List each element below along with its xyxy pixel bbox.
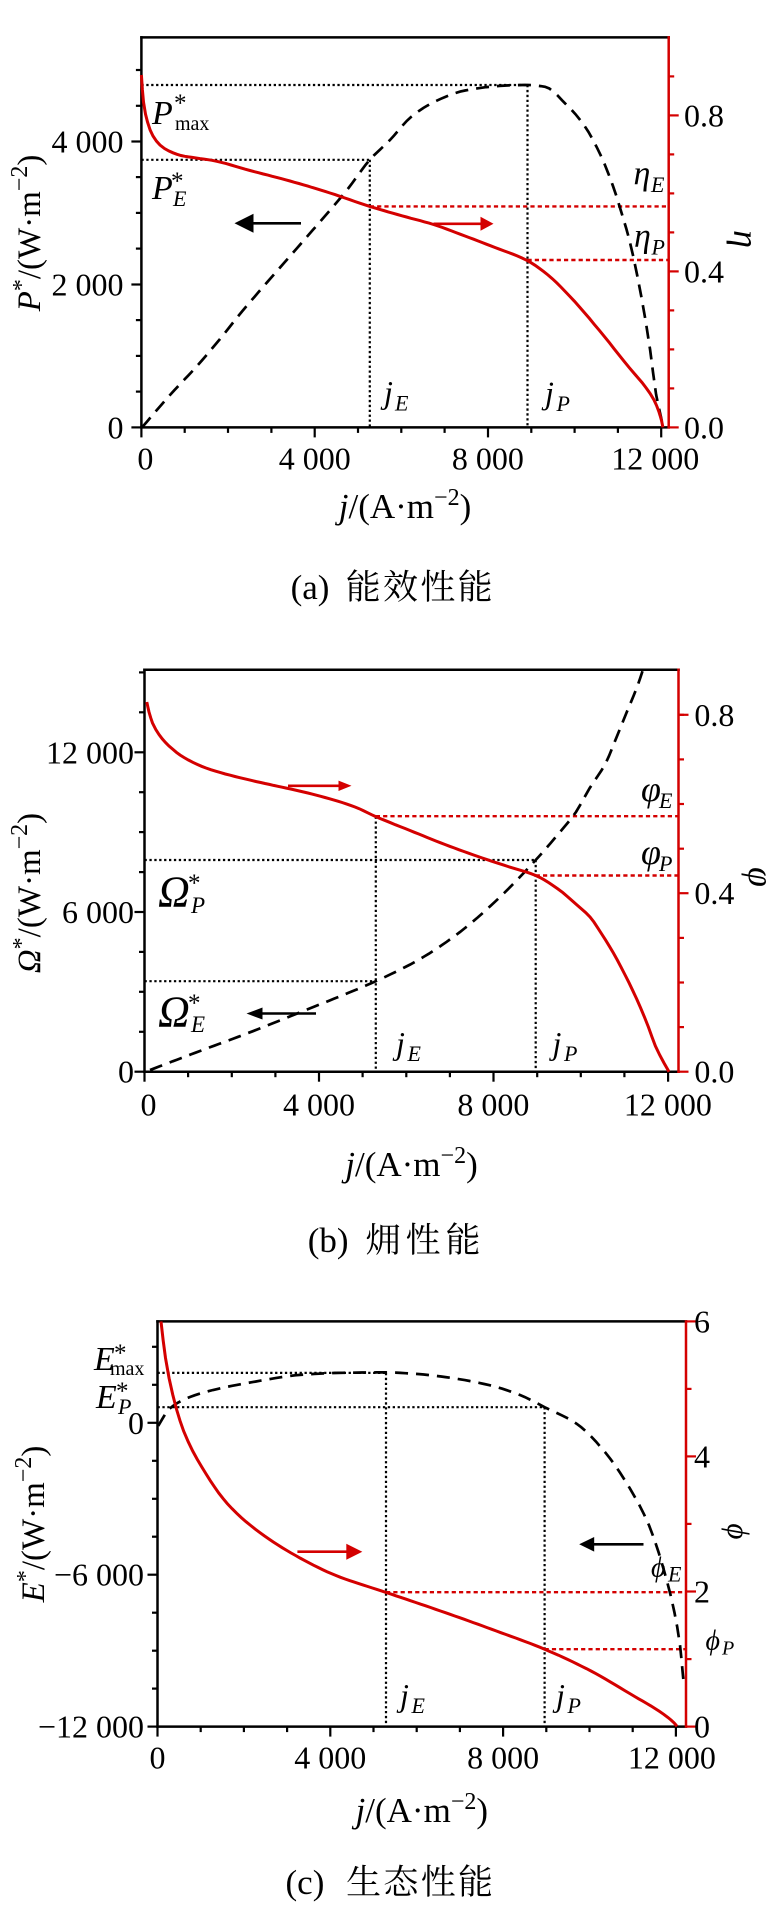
svg-text:j/(A·m−2): j/(A·m−2) [335, 485, 471, 526]
svg-text:P: P [658, 851, 672, 876]
svg-text:η: η [634, 218, 651, 255]
svg-text:η: η [726, 230, 766, 248]
svg-text:6 000: 6 000 [62, 894, 134, 930]
svg-text:ϕ: ϕ [651, 1553, 666, 1584]
svg-text:0.0: 0.0 [684, 409, 724, 445]
svg-text:E: E [95, 1379, 117, 1416]
svg-text:−12 000: −12 000 [38, 1709, 144, 1745]
svg-text:0: 0 [118, 1054, 134, 1090]
svg-text:P: P [151, 95, 173, 132]
svg-text:ϕ: ϕ [706, 1626, 721, 1657]
svg-text:(c): (c) [286, 1863, 325, 1902]
svg-text:j: j [552, 1677, 565, 1713]
svg-text:*: * [171, 168, 184, 195]
svg-text:ϕ: ϕ [721, 1523, 756, 1539]
svg-text:φ: φ [741, 867, 770, 887]
svg-text:8 000: 8 000 [452, 440, 524, 476]
svg-text:4 000: 4 000 [283, 1087, 355, 1123]
svg-text:P: P [651, 235, 665, 260]
svg-text:E: E [667, 1562, 682, 1587]
svg-text:P*/(W·m−2): P*/(W·m−2) [7, 155, 48, 313]
svg-text:P: P [563, 1041, 577, 1066]
svg-text:P: P [190, 893, 205, 918]
svg-text:E: E [411, 1693, 426, 1718]
svg-text:E: E [658, 788, 673, 813]
svg-text:P: P [567, 1693, 581, 1718]
svg-text:4 000: 4 000 [52, 124, 124, 160]
svg-text:E: E [190, 1012, 205, 1037]
svg-text:0: 0 [150, 1740, 166, 1776]
svg-text:E: E [93, 1341, 115, 1378]
svg-text:Ω*/(W·m−2): Ω*/(W·m−2) [7, 813, 48, 973]
svg-text:2 000: 2 000 [52, 267, 124, 303]
svg-text:*: * [174, 90, 187, 117]
svg-text:P: P [117, 1394, 131, 1419]
svg-text:0.0: 0.0 [694, 1054, 734, 1090]
svg-text:P: P [151, 170, 173, 207]
svg-text:0.4: 0.4 [694, 875, 734, 911]
svg-text:P: P [721, 1638, 734, 1660]
svg-text:max: max [175, 113, 209, 135]
svg-text:6: 6 [694, 1303, 710, 1339]
svg-text:*: * [188, 990, 201, 1017]
svg-text:j: j [396, 1677, 409, 1713]
svg-text:8 000: 8 000 [467, 1740, 539, 1776]
svg-text:−6 000: −6 000 [54, 1557, 144, 1593]
svg-text:*: * [116, 1378, 129, 1405]
svg-text:12 000: 12 000 [46, 734, 134, 770]
svg-text:12 000: 12 000 [624, 1087, 712, 1123]
svg-text:8 000: 8 000 [457, 1087, 529, 1123]
svg-text:0: 0 [137, 440, 153, 476]
svg-text:j/(A·m−2): j/(A·m−2) [352, 1789, 488, 1830]
svg-text:4 000: 4 000 [294, 1740, 366, 1776]
svg-text:E: E [407, 1041, 422, 1066]
svg-text:0.8: 0.8 [684, 97, 724, 133]
svg-text:max: max [110, 1358, 144, 1380]
svg-text:0: 0 [694, 1709, 710, 1745]
svg-text:P: P [556, 391, 570, 416]
svg-text:j: j [549, 1025, 562, 1061]
svg-text:(a): (a) [291, 568, 330, 607]
svg-text:4: 4 [694, 1438, 710, 1474]
svg-text:*: * [114, 1340, 127, 1367]
svg-text:E*/(W·m−2): E*/(W·m−2) [11, 1446, 52, 1604]
svg-text:12 000: 12 000 [611, 440, 699, 476]
svg-text:4 000: 4 000 [279, 440, 351, 476]
svg-text:2: 2 [694, 1574, 710, 1610]
svg-text:0: 0 [141, 1087, 157, 1123]
svg-text:E: E [172, 186, 187, 211]
svg-text:Ω: Ω [158, 988, 190, 1037]
svg-text:*: * [188, 870, 201, 897]
svg-text:0: 0 [128, 1405, 144, 1441]
svg-text:(b): (b) [308, 1221, 349, 1260]
svg-text:j: j [380, 374, 393, 410]
svg-text:j: j [541, 375, 554, 411]
svg-text:η: η [634, 156, 651, 193]
svg-text:j: j [392, 1025, 405, 1061]
svg-text:12 000: 12 000 [628, 1740, 716, 1776]
svg-text:φ: φ [641, 832, 661, 872]
svg-text:Ω: Ω [158, 868, 190, 917]
svg-text:0.8: 0.8 [694, 697, 734, 733]
svg-text:0.4: 0.4 [684, 253, 724, 289]
svg-text:φ: φ [641, 769, 661, 809]
svg-text:E: E [394, 391, 409, 416]
svg-text:0: 0 [108, 409, 124, 445]
svg-text:E: E [650, 172, 665, 197]
svg-text:j/(A·m−2): j/(A·m−2) [341, 1143, 477, 1184]
